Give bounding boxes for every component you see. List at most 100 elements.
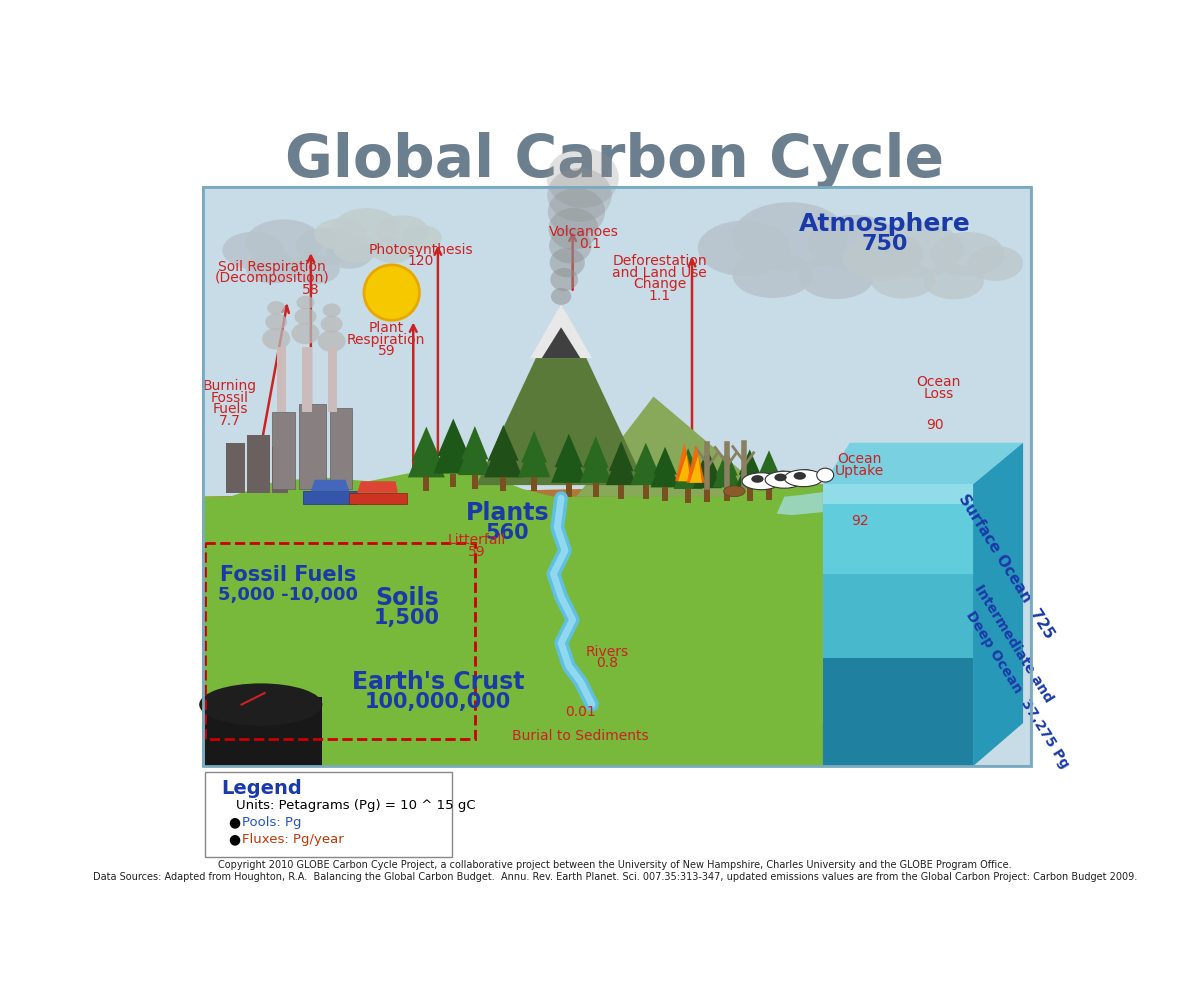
Polygon shape	[311, 480, 349, 492]
Ellipse shape	[798, 470, 815, 484]
Ellipse shape	[262, 329, 290, 351]
Polygon shape	[715, 451, 738, 476]
Polygon shape	[696, 450, 719, 476]
Text: Fossil Fuels: Fossil Fuels	[220, 564, 356, 584]
Ellipse shape	[924, 265, 984, 300]
Polygon shape	[530, 305, 592, 359]
Polygon shape	[476, 305, 646, 486]
Text: 0.8: 0.8	[596, 655, 618, 669]
Ellipse shape	[817, 469, 834, 483]
Text: Atmosphere: Atmosphere	[799, 212, 971, 236]
Ellipse shape	[732, 253, 814, 299]
Text: 750: 750	[862, 234, 907, 255]
Polygon shape	[776, 493, 823, 516]
Polygon shape	[690, 456, 702, 483]
Polygon shape	[677, 449, 700, 477]
Polygon shape	[630, 447, 661, 486]
Text: Soil Respiration: Soil Respiration	[218, 260, 326, 274]
Polygon shape	[618, 486, 624, 499]
Ellipse shape	[222, 232, 284, 270]
Text: Ocean: Ocean	[917, 375, 960, 389]
Text: 1.1: 1.1	[648, 289, 671, 303]
Text: Rivers: Rivers	[586, 644, 629, 658]
Polygon shape	[203, 470, 823, 767]
Polygon shape	[247, 436, 270, 493]
Text: ●: ●	[228, 832, 240, 846]
Text: Deep Ocean  37,275 Pg: Deep Ocean 37,275 Pg	[962, 608, 1072, 771]
Ellipse shape	[697, 221, 790, 277]
Polygon shape	[576, 397, 754, 497]
Polygon shape	[500, 478, 506, 492]
Ellipse shape	[551, 269, 578, 292]
Polygon shape	[678, 455, 690, 482]
Ellipse shape	[292, 324, 319, 345]
Polygon shape	[823, 485, 973, 767]
Text: (Decomposition): (Decomposition)	[215, 271, 330, 285]
Polygon shape	[458, 431, 492, 476]
Text: Intermediate and: Intermediate and	[972, 582, 1056, 704]
Polygon shape	[349, 493, 407, 505]
Polygon shape	[739, 450, 761, 475]
Ellipse shape	[751, 476, 763, 483]
Polygon shape	[304, 492, 358, 505]
Ellipse shape	[314, 219, 366, 250]
Polygon shape	[532, 478, 538, 492]
Polygon shape	[704, 489, 710, 503]
Text: Volcanoes: Volcanoes	[550, 224, 619, 238]
Polygon shape	[650, 451, 679, 488]
Text: Fluxes: Pg/year: Fluxes: Pg/year	[241, 833, 343, 846]
Polygon shape	[551, 439, 587, 483]
Ellipse shape	[724, 486, 745, 497]
Ellipse shape	[371, 238, 414, 264]
Text: 59: 59	[378, 344, 395, 358]
Polygon shape	[580, 441, 612, 483]
Text: 100,000,000: 100,000,000	[365, 691, 511, 711]
Ellipse shape	[774, 474, 787, 482]
Polygon shape	[203, 485, 823, 767]
Text: Plant: Plant	[368, 321, 404, 335]
Polygon shape	[676, 443, 694, 482]
Text: 0.01: 0.01	[565, 704, 595, 718]
Text: Plants: Plants	[466, 501, 550, 524]
Text: 59: 59	[468, 544, 485, 558]
Text: Burial to Sediments: Burial to Sediments	[512, 728, 649, 742]
Ellipse shape	[364, 266, 420, 321]
Polygon shape	[685, 489, 691, 503]
Polygon shape	[226, 443, 246, 493]
Ellipse shape	[323, 304, 341, 318]
Polygon shape	[673, 453, 703, 489]
Ellipse shape	[334, 237, 379, 264]
Polygon shape	[484, 430, 523, 478]
Polygon shape	[437, 419, 469, 457]
Ellipse shape	[732, 203, 848, 273]
Ellipse shape	[402, 225, 442, 250]
Ellipse shape	[853, 232, 923, 277]
Polygon shape	[358, 482, 398, 493]
Polygon shape	[756, 454, 782, 486]
Polygon shape	[461, 427, 488, 460]
Ellipse shape	[799, 256, 874, 300]
Ellipse shape	[265, 314, 287, 331]
Ellipse shape	[774, 472, 791, 486]
Ellipse shape	[766, 472, 804, 489]
Text: Loss: Loss	[923, 387, 954, 401]
Text: 120: 120	[408, 255, 434, 268]
Text: Change: Change	[634, 278, 686, 291]
Text: Global Carbon Cycle: Global Carbon Cycle	[286, 132, 944, 188]
Text: Deforestation: Deforestation	[612, 255, 707, 268]
Polygon shape	[823, 485, 973, 505]
Text: 560: 560	[485, 523, 529, 542]
Text: Ocean: Ocean	[838, 452, 882, 466]
Polygon shape	[973, 443, 1024, 767]
Text: Uptake: Uptake	[835, 463, 884, 477]
Text: Surface Ocean  725: Surface Ocean 725	[955, 492, 1057, 641]
Ellipse shape	[294, 309, 317, 326]
Polygon shape	[488, 426, 518, 461]
Text: Burning: Burning	[203, 379, 257, 393]
Polygon shape	[634, 443, 658, 472]
Ellipse shape	[320, 317, 343, 334]
Ellipse shape	[793, 473, 806, 480]
Polygon shape	[662, 488, 668, 502]
Polygon shape	[823, 658, 973, 767]
Text: 5,000 -10,000: 5,000 -10,000	[217, 585, 358, 603]
